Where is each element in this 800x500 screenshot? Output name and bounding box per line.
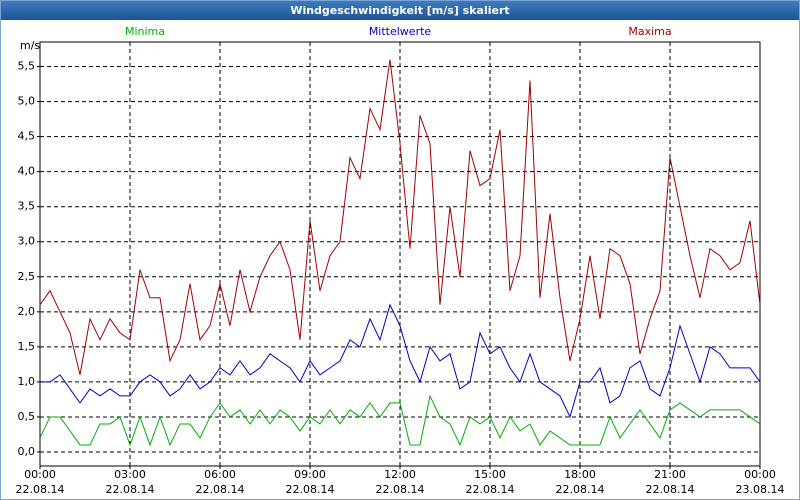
x-tick-date: 22.08.14 (376, 483, 425, 496)
y-tick-label: 4,5 (18, 130, 36, 143)
data-line (39, 59, 761, 376)
y-tick-label: 1,5 (18, 340, 36, 353)
x-tick-label: 00:00 (744, 468, 776, 481)
y-tick-label: 3,5 (18, 200, 36, 213)
x-tick-date: 22.08.14 (646, 483, 695, 496)
x-tick-label: 15:00 (474, 468, 506, 481)
x-tick-label: 09:00 (294, 468, 326, 481)
title-bar (1, 1, 799, 20)
x-tick-date: 22.08.14 (16, 483, 65, 496)
x-tick-date: 22.08.14 (286, 483, 335, 496)
y-tick-label: 0,0 (18, 445, 36, 458)
x-tick-date: 22.08.14 (106, 483, 155, 496)
x-tick-label: 00:00 (24, 468, 56, 481)
chart-title: Windgeschwindigkeit [m/s] skaliert (290, 4, 509, 17)
y-tick-label: 0,5 (18, 410, 36, 423)
legend-entry: Mittelwerte (369, 25, 432, 38)
x-tick-label: 21:00 (654, 468, 686, 481)
data-line (39, 394, 761, 447)
x-tick-label: 06:00 (204, 468, 236, 481)
y-tick-label: 1,0 (18, 375, 36, 388)
x-tick-label: 18:00 (564, 468, 596, 481)
y-tick-label: 5,0 (18, 95, 36, 108)
x-tick-date: 22.08.14 (196, 483, 245, 496)
y-tick-label: 3,0 (18, 235, 36, 248)
y-tick-label: 4,0 (18, 165, 36, 178)
x-tick-date: 22.08.14 (466, 483, 515, 496)
x-tick-date: 23.08.14 (736, 483, 785, 496)
y-tick-label: 2,0 (18, 305, 36, 318)
legend-entry: Minima (125, 25, 165, 38)
y-tick-label: 2,5 (18, 270, 36, 283)
y-tick-label: 5,5 (18, 60, 36, 73)
x-tick-date: 22.08.14 (556, 483, 605, 496)
data-line (40, 303, 761, 419)
legend-entry: Maxima (628, 25, 671, 38)
y-axis-label: m/s (20, 39, 40, 52)
x-tick-label: 12:00 (384, 468, 416, 481)
x-tick-label: 03:00 (114, 468, 146, 481)
